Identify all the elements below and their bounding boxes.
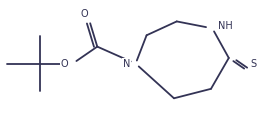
Text: NH: NH — [218, 21, 233, 31]
Text: O: O — [81, 9, 88, 19]
Text: S: S — [250, 59, 256, 69]
Text: N: N — [123, 59, 130, 69]
Text: O: O — [61, 59, 68, 69]
